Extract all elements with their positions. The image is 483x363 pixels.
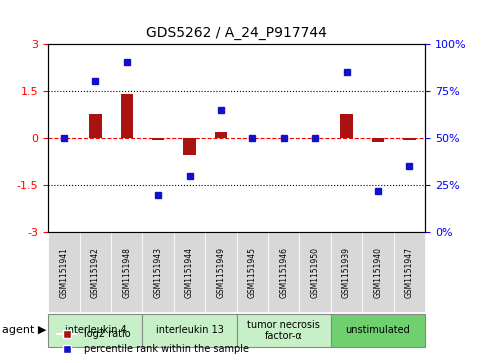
FancyBboxPatch shape xyxy=(174,232,205,312)
Bar xyxy=(372,138,384,142)
Bar xyxy=(403,138,416,140)
FancyBboxPatch shape xyxy=(331,314,425,347)
FancyBboxPatch shape xyxy=(237,314,331,347)
FancyBboxPatch shape xyxy=(362,232,394,312)
Text: GSM1151941: GSM1151941 xyxy=(59,247,69,298)
Text: agent ▶: agent ▶ xyxy=(1,325,46,335)
Text: tumor necrosis
factor-α: tumor necrosis factor-α xyxy=(247,319,320,341)
Bar xyxy=(121,94,133,138)
FancyBboxPatch shape xyxy=(237,232,268,312)
FancyBboxPatch shape xyxy=(268,232,299,312)
FancyBboxPatch shape xyxy=(48,232,80,312)
Text: GSM1151946: GSM1151946 xyxy=(279,247,288,298)
Legend: log2 ratio, percentile rank within the sample: log2 ratio, percentile rank within the s… xyxy=(53,326,253,358)
Text: GSM1151943: GSM1151943 xyxy=(154,247,163,298)
Text: GSM1151947: GSM1151947 xyxy=(405,247,414,298)
Text: GSM1151945: GSM1151945 xyxy=(248,247,257,298)
Bar xyxy=(89,114,102,138)
FancyBboxPatch shape xyxy=(80,232,111,312)
Bar xyxy=(341,114,353,138)
FancyBboxPatch shape xyxy=(205,232,237,312)
Text: interleukin 4: interleukin 4 xyxy=(65,325,126,335)
Text: unstimulated: unstimulated xyxy=(345,325,411,335)
FancyBboxPatch shape xyxy=(142,314,237,347)
Bar xyxy=(152,138,164,139)
Text: GSM1151948: GSM1151948 xyxy=(122,247,131,298)
Text: GSM1151944: GSM1151944 xyxy=(185,247,194,298)
FancyBboxPatch shape xyxy=(142,232,174,312)
FancyBboxPatch shape xyxy=(299,232,331,312)
FancyBboxPatch shape xyxy=(331,232,362,312)
Text: GSM1151942: GSM1151942 xyxy=(91,247,100,298)
Bar xyxy=(214,132,227,138)
Text: GSM1151950: GSM1151950 xyxy=(311,247,320,298)
Bar xyxy=(184,138,196,155)
Text: GSM1151949: GSM1151949 xyxy=(216,247,226,298)
Text: GSM1151939: GSM1151939 xyxy=(342,247,351,298)
FancyBboxPatch shape xyxy=(394,232,425,312)
Text: GSM1151940: GSM1151940 xyxy=(373,247,383,298)
FancyBboxPatch shape xyxy=(48,314,142,347)
Text: interleukin 13: interleukin 13 xyxy=(156,325,224,335)
FancyBboxPatch shape xyxy=(111,232,142,312)
Text: GDS5262 / A_24_P917744: GDS5262 / A_24_P917744 xyxy=(146,26,327,40)
